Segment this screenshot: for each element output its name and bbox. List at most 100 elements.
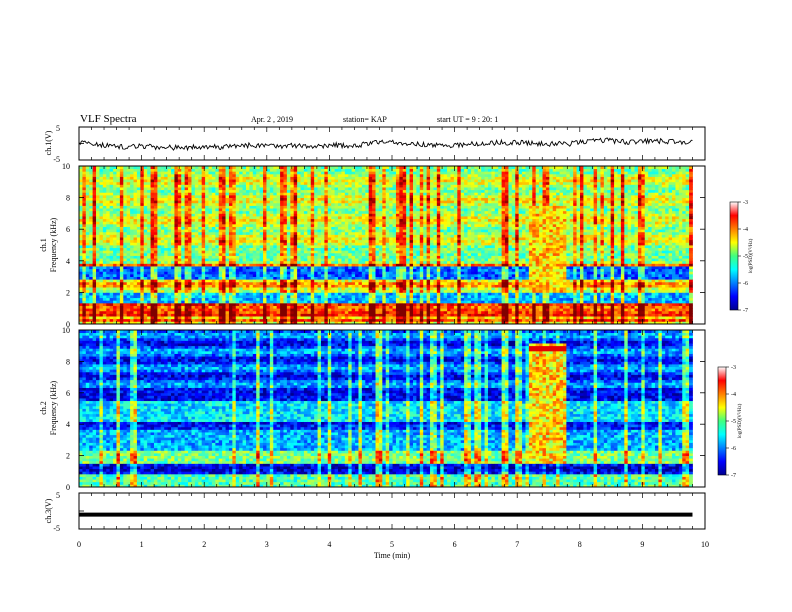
spectrogram-cell — [82, 234, 86, 237]
spectrogram-cell — [246, 208, 250, 211]
spectrogram-cell — [89, 245, 93, 248]
spectrogram-cell — [127, 300, 131, 303]
spectrogram-cell — [358, 184, 362, 187]
spectrogram-cell — [116, 211, 120, 214]
spectrogram-cell — [123, 269, 127, 272]
spectrogram-cell — [226, 227, 230, 230]
spectrogram-cell — [157, 192, 161, 195]
spectrogram-cell — [215, 213, 219, 216]
spectrogram-cell — [273, 303, 277, 306]
spectrogram-cell — [164, 208, 168, 211]
spectrogram-cell — [93, 263, 97, 266]
spectrogram-cell — [144, 306, 148, 309]
spectrogram-cell — [120, 174, 124, 177]
spectrogram-cell — [130, 250, 134, 253]
spectrogram-cell — [106, 245, 110, 248]
spectrogram-cell — [331, 187, 335, 190]
spectrogram-cell — [116, 311, 120, 314]
spectrogram-cell — [157, 179, 161, 182]
spectrogram-cell — [151, 295, 155, 298]
spectrogram-cell — [212, 177, 216, 180]
spectrogram-cell — [99, 319, 103, 322]
spectrogram-cell — [232, 308, 236, 311]
spectrogram-cell — [96, 184, 100, 187]
spectrogram-cell — [321, 282, 325, 285]
spectrogram-cell — [280, 203, 284, 206]
spectrogram-cell — [191, 261, 195, 264]
spectrogram-cell — [154, 179, 158, 182]
spectrogram-cell — [328, 221, 332, 224]
spectrogram-cell — [103, 211, 107, 214]
spectrogram-cell — [209, 195, 213, 198]
spectrogram-cell — [113, 298, 117, 301]
spectrogram-cell — [270, 311, 274, 314]
spectrogram-cell — [239, 242, 243, 245]
spectrogram-cell — [348, 311, 352, 314]
spectrogram-cell — [106, 242, 110, 245]
spectrogram-cell — [151, 292, 155, 295]
spectrogram-cell — [229, 248, 233, 251]
spectrogram-cell — [324, 287, 328, 290]
spectrogram-cell — [290, 253, 294, 256]
spectrogram-cell — [270, 282, 274, 285]
spectrogram-cell — [134, 206, 138, 209]
spectrogram-cell — [236, 316, 240, 319]
spectrogram-cell — [301, 248, 305, 251]
spectrogram-cell — [277, 200, 281, 203]
spectrogram-cell — [229, 266, 233, 269]
spectrogram-cell — [341, 285, 345, 288]
spectrogram-cell — [253, 234, 257, 237]
spectrogram-cell — [355, 216, 359, 219]
spectrogram-cell — [287, 266, 291, 269]
spectrogram-cell — [352, 174, 356, 177]
spectrogram-cell — [89, 263, 93, 266]
spectrogram-cell — [318, 261, 322, 264]
spectrogram-cell — [307, 266, 311, 269]
spectrogram-cell — [171, 198, 175, 201]
spectrogram-cell — [123, 240, 127, 243]
spectrogram-cell — [287, 195, 291, 198]
spectrogram-cell — [345, 263, 349, 266]
spectrogram-cell — [185, 211, 189, 214]
spectrogram-cell — [355, 298, 359, 301]
spectrogram-cell — [222, 213, 226, 216]
spectrogram-cell — [341, 177, 345, 180]
spectrogram-cell — [328, 263, 332, 266]
spectrogram-cell — [226, 282, 230, 285]
spectrogram-cell — [324, 282, 328, 285]
spectrogram-cell — [86, 258, 90, 261]
spectrogram-cell — [256, 248, 260, 251]
spectrogram-cell — [270, 308, 274, 311]
spectrogram-cell — [297, 190, 301, 193]
spectrogram-cell — [198, 227, 202, 230]
spectrogram-cell — [106, 237, 110, 240]
spectrogram-cell — [324, 308, 328, 311]
spectrogram-cell — [239, 169, 243, 172]
spectrogram-cell — [161, 303, 165, 306]
spectrogram-cell — [355, 266, 359, 269]
spectrogram-cell — [86, 179, 90, 182]
spectrogram-cell — [297, 263, 301, 266]
spectrogram-cell — [260, 200, 264, 203]
spectrogram-cell — [324, 242, 328, 245]
spectrogram-cell — [280, 248, 284, 251]
spectrogram-cell — [202, 234, 206, 237]
spectrogram-cell — [331, 229, 335, 232]
spectrogram-cell — [280, 200, 284, 203]
spectrogram-cell — [209, 279, 213, 282]
spectrogram-cell — [127, 227, 131, 230]
spectrogram-cell — [348, 179, 352, 182]
spectrogram-cell — [99, 174, 103, 177]
spectrogram-cell — [151, 216, 155, 219]
spectrogram-cell — [191, 234, 195, 237]
spectrogram-cell — [161, 187, 165, 190]
spectrogram-cell — [123, 234, 127, 237]
spectrogram-cell — [335, 295, 339, 298]
spectrogram-cell — [232, 221, 236, 224]
spectrogram-cell — [161, 237, 165, 240]
spectrogram-cell — [260, 308, 264, 311]
spectrogram-cell — [99, 169, 103, 172]
spectrogram-cell — [99, 203, 103, 206]
spectrogram-cell — [168, 198, 172, 201]
spectrogram-cell — [287, 237, 291, 240]
